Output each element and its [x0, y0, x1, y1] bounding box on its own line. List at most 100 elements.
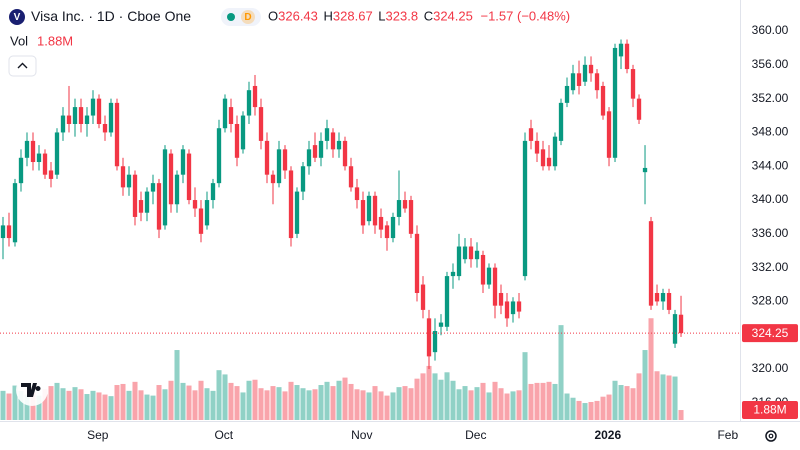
- candle-body: [522, 140, 528, 277]
- volume-bar: [408, 388, 414, 420]
- ohlc-label: H: [324, 9, 333, 24]
- volume-bar: [612, 380, 618, 420]
- ohlc-value: 326.43: [278, 9, 318, 24]
- volume-bar: [60, 388, 66, 420]
- volume-bar: [630, 388, 636, 420]
- candle-body: [156, 183, 162, 230]
- candle-body: [666, 292, 672, 310]
- volume-bar: [354, 389, 360, 420]
- candle-body: [30, 140, 36, 163]
- volume-bar: [252, 379, 258, 420]
- candle-body: [294, 191, 300, 234]
- candle-body: [438, 322, 444, 327]
- y-tick-label: 348.00: [752, 125, 789, 139]
- volume-bar: [426, 365, 432, 420]
- candle-body: [192, 200, 198, 209]
- candle-body: [540, 149, 546, 167]
- market-badge-bg: [241, 10, 255, 24]
- candle-body: [234, 123, 240, 158]
- candle-body: [492, 267, 498, 306]
- candle-body: [48, 170, 54, 179]
- candle-body: [426, 318, 432, 357]
- candle-body: [330, 132, 336, 150]
- candle-body: [78, 107, 84, 124]
- volume-bar: [600, 396, 606, 420]
- y-tick-label: 340.00: [752, 192, 789, 206]
- x-tick-label: Feb: [717, 428, 738, 442]
- volume-bar: [468, 390, 474, 420]
- candle-body: [186, 153, 192, 201]
- volume-bar: [108, 396, 114, 420]
- volume-bar: [642, 350, 648, 420]
- candle-body: [204, 200, 210, 226]
- y-tick-label: 332.00: [752, 260, 789, 274]
- volume-bar: [528, 383, 534, 420]
- x-tick-label: Oct: [214, 428, 233, 442]
- volume-bar: [54, 382, 60, 420]
- status-pill[interactable]: [221, 8, 261, 26]
- candle-body: [276, 149, 282, 184]
- volume-bar: [564, 393, 570, 420]
- x-tick-label: 2026: [594, 428, 621, 442]
- volume-bar: [0, 390, 6, 420]
- x-tick-label: Dec: [465, 428, 486, 442]
- volume-bar: [126, 390, 132, 420]
- candle-body: [480, 254, 486, 285]
- candle-body: [420, 284, 426, 310]
- ohlc-label: C: [424, 9, 433, 24]
- candle-body: [90, 98, 96, 116]
- ohlc-label: O: [268, 9, 278, 24]
- volume-bar: [480, 382, 486, 420]
- volume-bar: [282, 391, 288, 420]
- candle-body: [258, 107, 264, 141]
- collapse-icon: [17, 62, 28, 69]
- volume-bar: [402, 386, 408, 420]
- volume-bar: [396, 387, 402, 420]
- x-tick-label: Sep: [87, 428, 109, 442]
- tradingview-logo[interactable]: [21, 383, 41, 397]
- collapse-button[interactable]: [8, 55, 37, 77]
- candle-body: [588, 64, 594, 74]
- volume-bar: [6, 393, 12, 420]
- candle-body: [648, 221, 654, 306]
- volume-bar: [144, 394, 150, 420]
- volume-bar: [90, 390, 96, 420]
- candle-body: [162, 149, 168, 226]
- candle-body: [270, 174, 276, 184]
- volume-bar: [96, 392, 102, 420]
- candle-body: [546, 157, 552, 167]
- y-tick-label: 320.00: [752, 361, 789, 375]
- y-tick-label: 352.00: [752, 91, 789, 105]
- volume-bar: [312, 389, 318, 420]
- volume-bar: [486, 392, 492, 420]
- volume-bar: [192, 390, 198, 420]
- volume-bar: [420, 373, 426, 420]
- candle-body: [606, 111, 612, 158]
- volume-bar: [330, 386, 336, 420]
- candle-body: [630, 69, 636, 99]
- volume-bar: [66, 390, 72, 420]
- candle-body: [486, 267, 492, 285]
- volume-bar: [216, 370, 222, 420]
- volume-bar: [390, 392, 396, 420]
- volume-bar: [138, 390, 144, 420]
- candle-body: [474, 250, 480, 260]
- settings-icon[interactable]: [765, 430, 777, 442]
- candle-body: [264, 140, 270, 175]
- volume-bar: [516, 390, 522, 420]
- candle-body: [396, 200, 402, 217]
- candle-body: [300, 166, 306, 192]
- volume-bar: [228, 382, 234, 420]
- candle-body: [660, 292, 666, 302]
- volume-bar: [12, 385, 18, 420]
- volume-bar: [504, 393, 510, 420]
- volume-bar: [102, 394, 108, 420]
- volume-bar: [546, 381, 552, 420]
- y-tick-label: 356.00: [752, 57, 789, 71]
- candle-body: [54, 132, 60, 175]
- volume-bar: [558, 325, 564, 420]
- candle-body: [150, 183, 156, 192]
- candle-body: [144, 191, 150, 213]
- symbol-title[interactable]: Visa Inc. · 1D · Cboe One: [31, 8, 191, 24]
- candle-body: [402, 200, 408, 209]
